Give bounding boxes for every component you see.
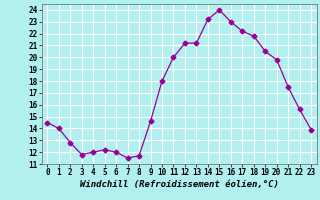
X-axis label: Windchill (Refroidissement éolien,°C): Windchill (Refroidissement éolien,°C): [80, 180, 279, 189]
